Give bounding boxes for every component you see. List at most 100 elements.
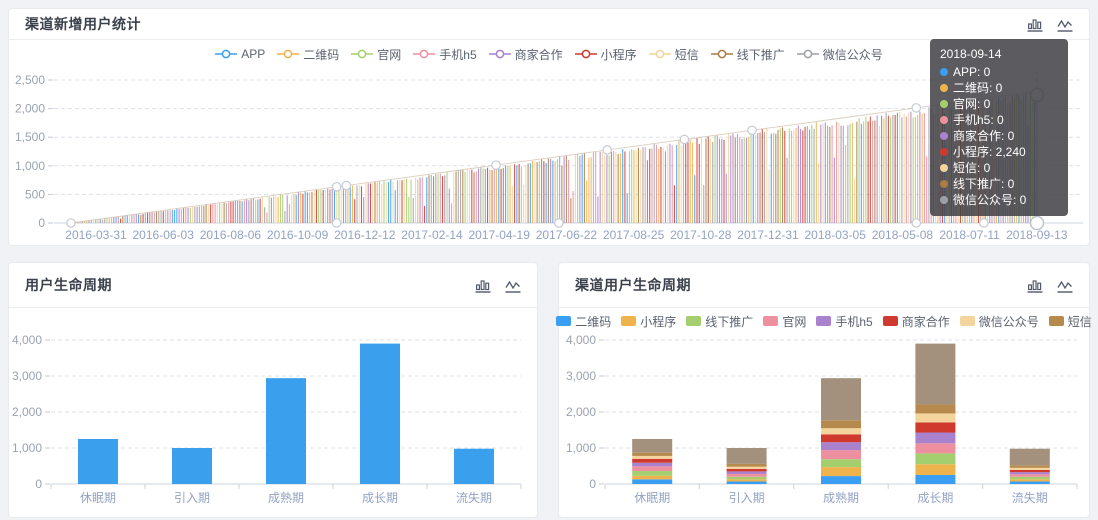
legend-label: 小程序: [600, 47, 637, 62]
stack-segment[interactable]: [821, 467, 861, 477]
bar[interactable]: [454, 448, 494, 484]
stack-segment[interactable]: [821, 378, 861, 421]
legend-label: 二维码: [575, 314, 612, 329]
stack-segment[interactable]: [726, 463, 767, 467]
legend-item[interactable]: 小程序: [574, 46, 637, 63]
stack-segment[interactable]: [915, 432, 956, 444]
axis-label: 0: [35, 477, 42, 491]
legend-label: 短信: [1067, 314, 1092, 329]
stack-segment[interactable]: [1009, 476, 1050, 480]
bar[interactable]: [266, 378, 306, 484]
line-chart[interactable]: 0 500 1,000 1,500 2,000 2,500 2016-03-31 2016-0…: [9, 65, 1089, 249]
line-series-marker: [648, 49, 671, 59]
stack-segment[interactable]: [821, 428, 861, 435]
legend-item[interactable]: 二维码: [556, 313, 611, 330]
stack-segment[interactable]: [915, 464, 956, 475]
axis-label: 流失期: [1012, 490, 1048, 505]
line-chart-icon[interactable]: [1057, 17, 1073, 32]
stack-segment[interactable]: [726, 476, 767, 480]
legend-item[interactable]: 手机h5: [816, 313, 873, 330]
stack-segment[interactable]: [632, 455, 673, 459]
axis-label: 3,000: [566, 369, 596, 383]
legend-item[interactable]: 短信: [1048, 313, 1092, 330]
bar[interactable]: [78, 439, 118, 484]
stack-segment[interactable]: [1009, 465, 1050, 468]
stack-segment[interactable]: [915, 453, 956, 465]
legend-item[interactable]: APP: [215, 47, 265, 61]
axis-label: 2017-02-14: [401, 228, 463, 242]
legend-item[interactable]: 线下推广: [686, 313, 753, 330]
stack-segment[interactable]: [726, 479, 767, 482]
line-series-marker: [710, 49, 733, 59]
legend-item[interactable]: 微信公众号: [796, 46, 883, 63]
stack-segment[interactable]: [915, 413, 956, 423]
legend-item[interactable]: 微信公众号: [959, 313, 1039, 330]
bars: [78, 343, 494, 484]
stack-segment[interactable]: [821, 450, 861, 460]
legend-item[interactable]: 二维码: [277, 46, 339, 63]
line-chart-icon[interactable]: [505, 278, 521, 293]
stack-segment[interactable]: [632, 452, 673, 456]
legend-item[interactable]: 商家合作: [488, 46, 563, 63]
legend-item[interactable]: 官网: [351, 46, 401, 63]
bar[interactable]: [172, 448, 212, 484]
stack-segment[interactable]: [726, 468, 767, 472]
stack-segment[interactable]: [726, 448, 767, 464]
axis-label: 2018-09-13: [1006, 228, 1068, 242]
stack-segment[interactable]: [1009, 448, 1050, 466]
legend-item[interactable]: 手机h5: [413, 46, 477, 63]
stack-segment[interactable]: [1009, 467, 1050, 470]
legend-item[interactable]: 官网: [763, 313, 806, 330]
stack-segment[interactable]: [915, 475, 956, 484]
stack-segment[interactable]: [915, 422, 956, 433]
bar-chart-icon[interactable]: [1027, 278, 1043, 293]
stack-segment[interactable]: [1009, 481, 1050, 484]
bar-chart-icon[interactable]: [1027, 17, 1043, 32]
legend-label: 官网: [377, 47, 402, 62]
legend-item[interactable]: 线下推广: [710, 46, 785, 63]
series-swatch: [556, 316, 572, 326]
line-chart-icon[interactable]: [1057, 278, 1073, 293]
line-series-marker: [413, 49, 436, 59]
legend-item[interactable]: 短信: [648, 46, 699, 63]
stack-segment[interactable]: [1009, 469, 1050, 473]
stack-segment[interactable]: [1009, 479, 1050, 482]
bar-chart-icon[interactable]: [475, 278, 491, 293]
series-swatch: [816, 316, 832, 326]
stacked-bar-chart[interactable]: 0 1,000 2,000 3,000 4,000 休眠期 引入期 成熟期 成长期 流失期: [559, 334, 1089, 518]
stack-segment[interactable]: [915, 443, 956, 454]
stack-segment[interactable]: [821, 459, 861, 468]
series-swatch: [882, 316, 898, 326]
stack-segment[interactable]: [632, 479, 673, 484]
stack-segment[interactable]: [632, 471, 673, 476]
bar[interactable]: [360, 343, 400, 484]
bar-chart[interactable]: 0 1,000 2,000 3,000 4,000 休眠期 引入期 成熟期 成长期 流失期: [9, 308, 537, 518]
stack-segment[interactable]: [821, 420, 861, 429]
axis-label: 休眠期: [80, 491, 116, 505]
stack-segment[interactable]: [632, 462, 673, 467]
axis-label: 0: [38, 216, 45, 230]
stack-segment[interactable]: [726, 481, 767, 484]
stack-segment[interactable]: [632, 439, 673, 453]
legend-label: 手机h5: [439, 47, 477, 62]
stack-segment[interactable]: [915, 404, 956, 414]
stack-segment[interactable]: [1009, 474, 1050, 477]
stack-segment[interactable]: [726, 471, 767, 474]
axis-label: 2017-12-31: [737, 228, 799, 242]
stack-segment[interactable]: [632, 458, 673, 463]
stack-segment[interactable]: [726, 466, 767, 469]
stack-segment[interactable]: [1009, 472, 1050, 475]
stack-segment[interactable]: [821, 476, 861, 484]
stack-segment[interactable]: [632, 475, 673, 480]
axis-label: 2016-10-09: [267, 228, 329, 242]
stack-segment[interactable]: [821, 434, 861, 443]
axis-label: 成长期: [917, 491, 953, 505]
card-title: 用户生命周期: [25, 277, 112, 293]
stack-segment[interactable]: [821, 442, 861, 451]
axis-label: 引入期: [729, 491, 765, 505]
stack-segment[interactable]: [915, 343, 956, 405]
legend-item[interactable]: 小程序: [621, 313, 676, 330]
legend-item[interactable]: 商家合作: [882, 313, 950, 330]
stack-segment[interactable]: [632, 466, 673, 472]
stack-segment[interactable]: [726, 473, 767, 477]
